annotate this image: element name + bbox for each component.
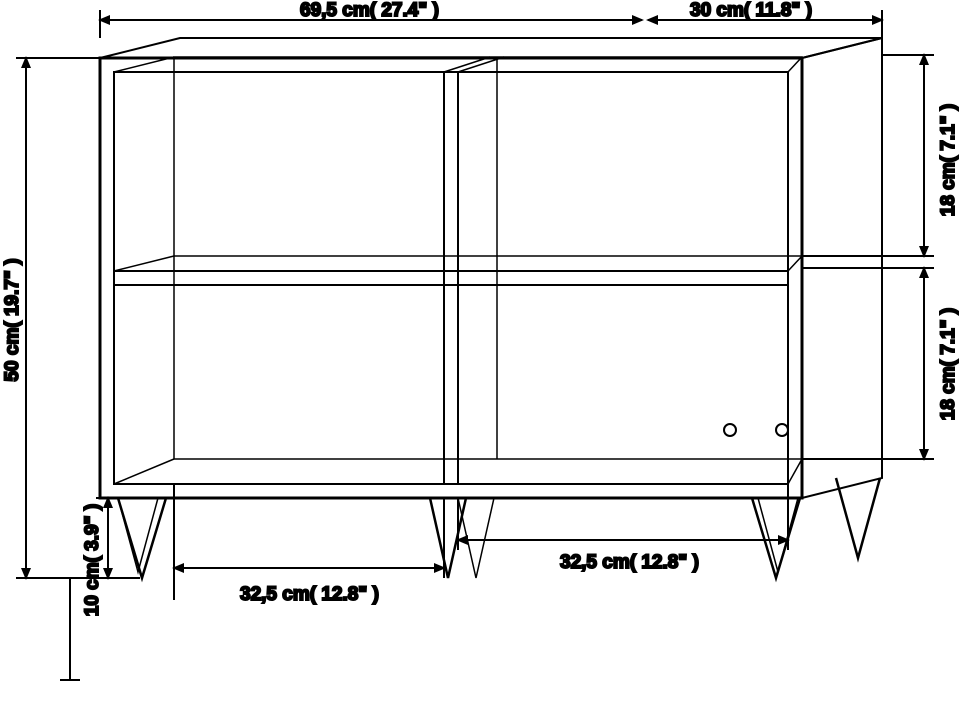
cabinet-drawing: [100, 38, 882, 578]
dim-right-lower-label: 18 cm( 7.1" ): [938, 308, 959, 421]
legs: [118, 478, 880, 578]
depth-br: [788, 459, 802, 484]
dim-bottom-right-label: 32,5 cm( 12.8" ): [560, 552, 699, 573]
depth-bl: [114, 459, 174, 484]
cable-hole-1: [724, 424, 736, 436]
dim-top-width-label: 69,5 cm( 27.4" ): [300, 0, 439, 21]
back-inner: [174, 57, 802, 459]
front-outer: [100, 58, 802, 498]
dim-leg-height-label: 10 cm( 3.9" ): [82, 504, 103, 617]
front-inner: [114, 72, 788, 484]
dim-right-upper-label: 18 cm( 7.1" ): [938, 104, 959, 217]
dimensions: 69,5 cm( 27.4" ) 30 cm( 11.8" ) 50 cm( 1…: [2, 0, 959, 680]
dim-left-height-label: 50 cm( 19.7" ): [2, 258, 23, 381]
cable-hole-2: [776, 424, 788, 436]
dim-bottom-left-label: 32,5 cm( 12.8" ): [240, 584, 379, 605]
shelf-depth-l: [114, 256, 174, 271]
top-face: [100, 38, 882, 58]
dim-top-depth-label: 30 cm( 11.8" ): [690, 0, 812, 21]
shelf-depth-r: [788, 256, 802, 271]
